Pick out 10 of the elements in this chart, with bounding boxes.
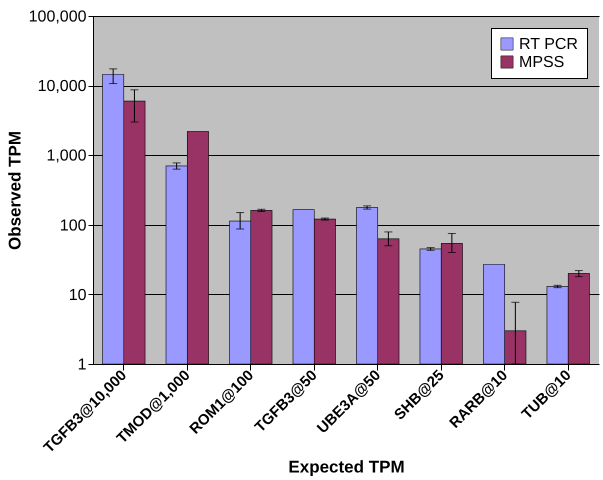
y-tick-label: 100,000 (28, 8, 87, 26)
x-axis-title: Expected TPM (288, 458, 405, 477)
y-tick-label: 10 (68, 286, 87, 304)
y-tick-label: 1,000 (46, 148, 87, 165)
legend-label: RT PCR (519, 36, 578, 53)
y-tick-label: 10,000 (38, 78, 87, 96)
legend-label: MPSS (519, 54, 564, 71)
y-tick-label: 100 (60, 217, 87, 234)
y-tick-label: 1 (78, 356, 87, 374)
y-axis-title: Observed TPM (6, 130, 25, 250)
